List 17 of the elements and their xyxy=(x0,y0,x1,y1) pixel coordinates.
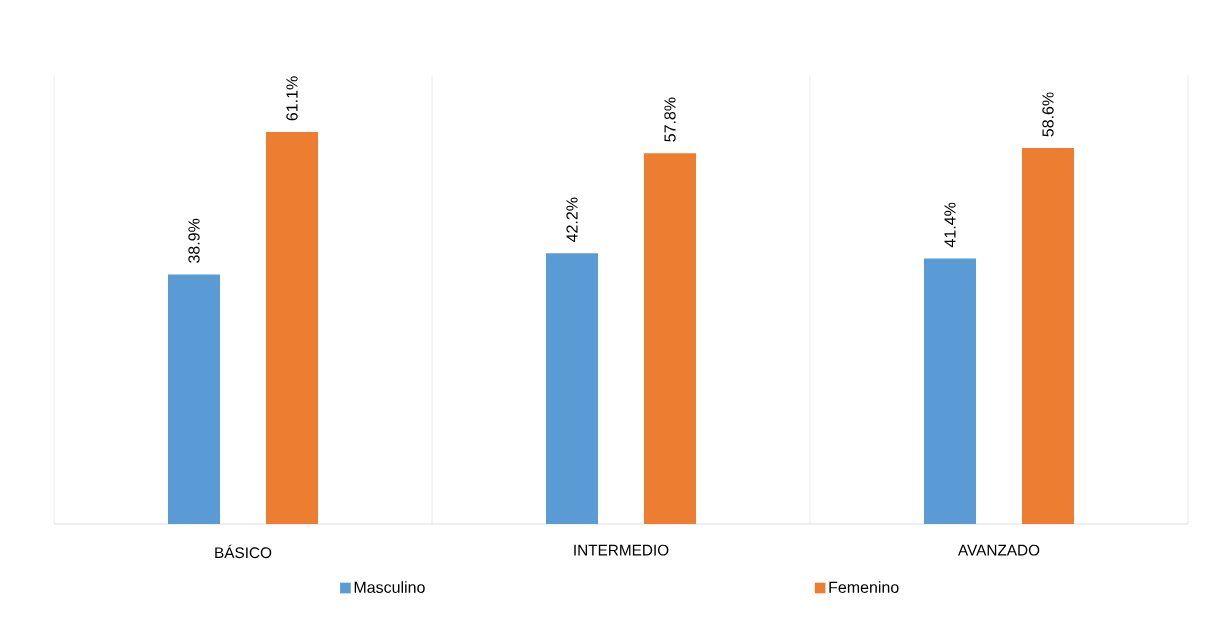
bar xyxy=(266,132,319,524)
bar xyxy=(1022,148,1074,524)
legend-label: Femenino xyxy=(829,581,899,593)
legend-label: Masculino xyxy=(354,581,425,593)
data-label: 41.4% xyxy=(944,202,956,248)
bar xyxy=(924,258,976,524)
data-label: 57.8% xyxy=(664,97,676,142)
x-tick-label: AVANZADO xyxy=(957,544,1040,556)
bar xyxy=(546,253,598,524)
x-tick-label: BÁSICO xyxy=(215,544,272,559)
x-tick-label: INTERMEDIO xyxy=(574,544,669,556)
data-label: 42.2% xyxy=(566,197,578,242)
bar xyxy=(644,153,696,524)
data-label: 58.6% xyxy=(1042,92,1054,137)
data-label: 61.1% xyxy=(286,76,298,121)
data-label: 38.9% xyxy=(188,218,200,263)
bar xyxy=(168,274,221,524)
